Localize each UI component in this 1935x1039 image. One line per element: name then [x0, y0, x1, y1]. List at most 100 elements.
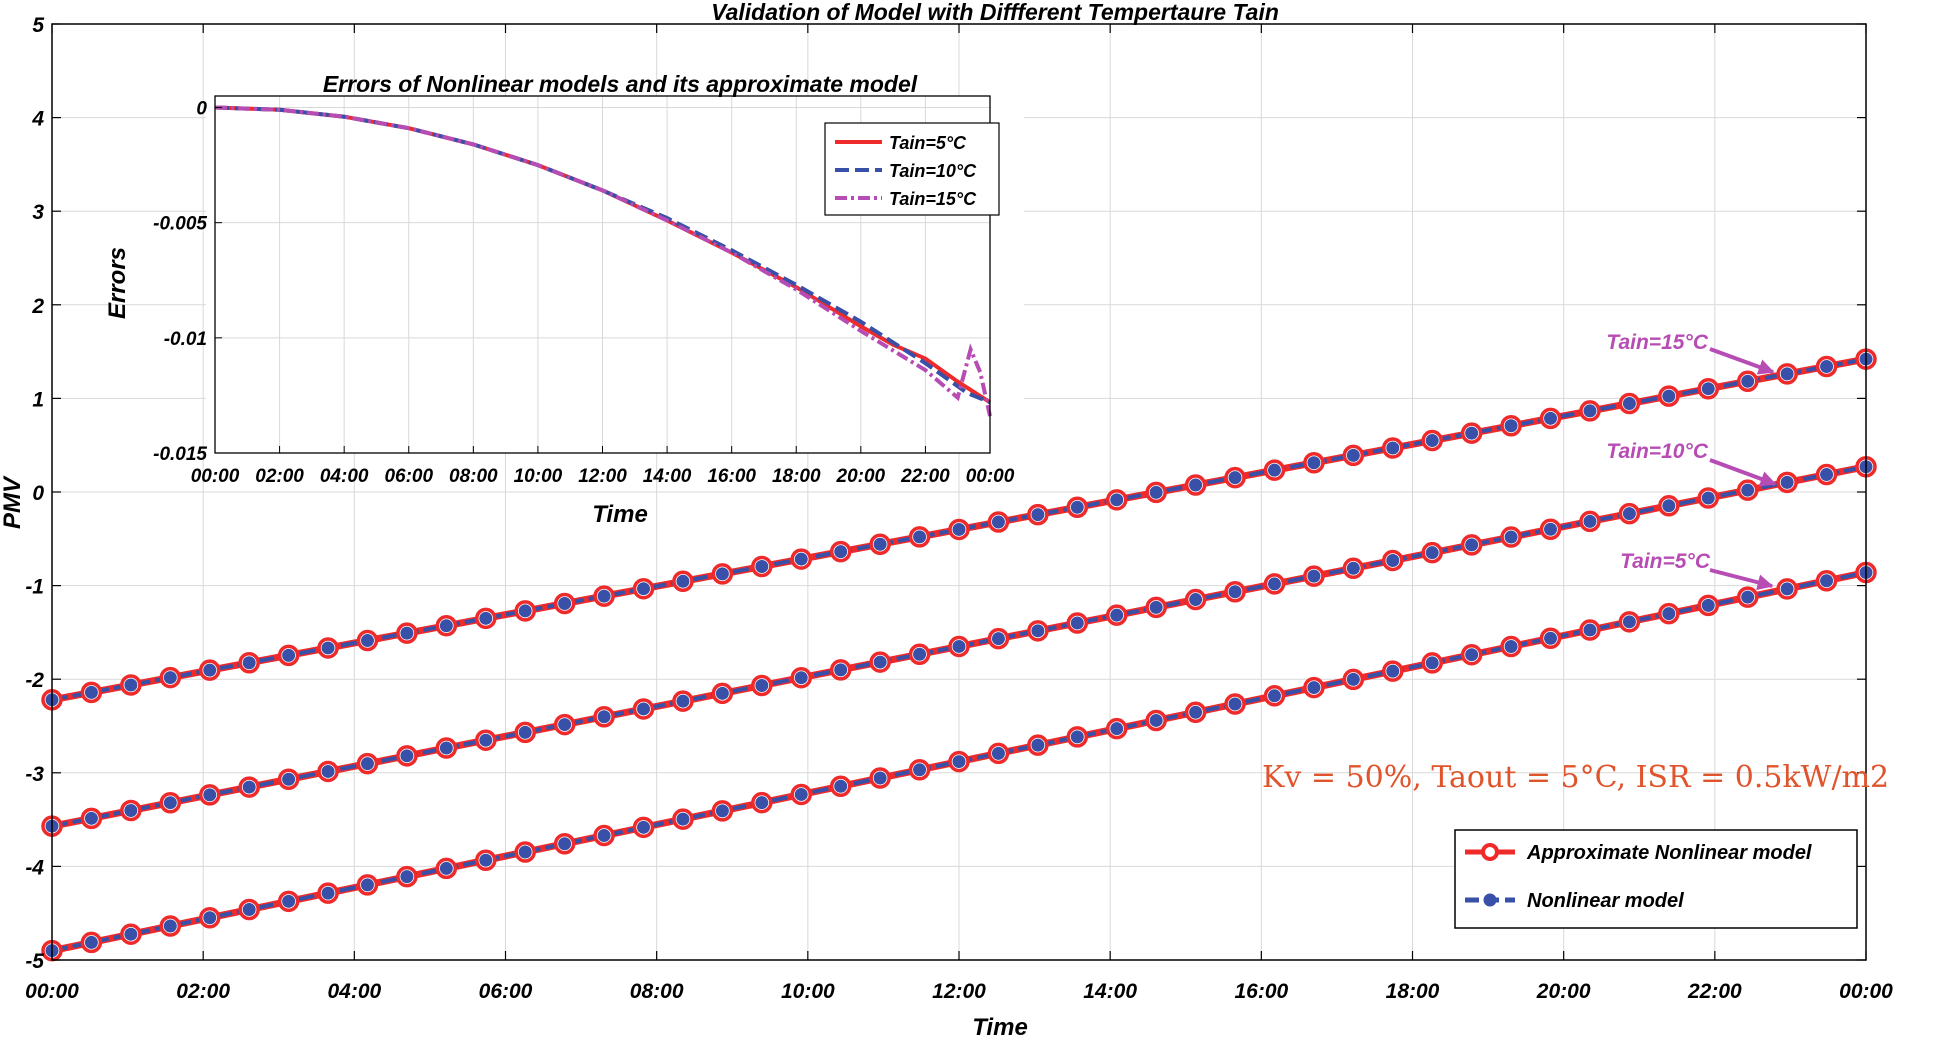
nonlinear-model-marker: [518, 604, 532, 618]
nonlinear-model-marker: [1425, 546, 1439, 560]
nonlinear-model-marker: [913, 530, 927, 544]
nonlinear-model-marker: [794, 671, 808, 685]
main-y-tick-label: -2: [25, 669, 44, 692]
nonlinear-model-marker: [282, 894, 296, 908]
nonlinear-model-marker: [203, 911, 217, 925]
inset-x-tick-label: 14:00: [643, 466, 692, 487]
nonlinear-model-marker: [439, 741, 453, 755]
main-y-tick-label: 1: [32, 388, 44, 411]
nonlinear-model-marker: [1662, 607, 1676, 621]
nonlinear-model-marker: [834, 663, 848, 677]
tain-annotation-arrow: [1709, 568, 1774, 591]
main-legend-box: [1454, 829, 1858, 929]
nonlinear-model-marker: [321, 764, 335, 778]
nonlinear-model-marker: [637, 582, 651, 596]
nonlinear-model-marker: [597, 829, 611, 843]
nonlinear-model-marker: [1386, 664, 1400, 678]
nonlinear-model-marker: [1504, 530, 1518, 544]
nonlinear-model-marker: [913, 647, 927, 661]
inset-x-tick-label: 16:00: [707, 466, 756, 487]
nonlinear-model-marker: [439, 619, 453, 633]
nonlinear-model-marker: [1465, 426, 1479, 440]
nonlinear-model-marker: [518, 725, 532, 739]
nonlinear-model-marker: [637, 702, 651, 716]
nonlinear-model-marker: [242, 656, 256, 670]
nonlinear-model-marker: [1228, 585, 1242, 599]
nonlinear-model-marker: [321, 886, 335, 900]
inset-x-tick-label: 06:00: [384, 466, 433, 487]
main-x-tick-label: 06:00: [479, 980, 533, 1003]
nonlinear-model-marker: [1149, 713, 1163, 727]
nonlinear-model-marker: [991, 515, 1005, 529]
tain-annotation-arrow: [1709, 458, 1777, 487]
nonlinear-model-marker: [1583, 404, 1597, 418]
nonlinear-model-marker: [360, 757, 374, 771]
inset-x-tick-label: 02:00: [255, 466, 304, 487]
inset-x-tick-label: 18:00: [772, 466, 821, 487]
inset-legend: Tain=5°C Tain=10°C Tain=15°C: [824, 122, 1000, 216]
main-y-tick-label: 2: [31, 295, 44, 318]
nonlinear-model-marker: [1701, 491, 1715, 505]
nonlinear-model-marker: [1622, 507, 1636, 521]
nonlinear-model-marker: [1149, 485, 1163, 499]
legend-nonlinear-marker-icon: [1483, 893, 1497, 907]
nonlinear-model-marker: [715, 804, 729, 818]
nonlinear-model-marker: [558, 837, 572, 851]
nonlinear-model-marker: [1070, 500, 1084, 514]
main-x-tick-label: 12:00: [932, 980, 986, 1003]
nonlinear-model-marker: [1346, 672, 1360, 686]
nonlinear-model-marker: [1189, 705, 1203, 719]
main-axes-frame: [51, 23, 1867, 961]
nonlinear-model-marker: [755, 796, 769, 810]
nonlinear-model-marker: [952, 755, 966, 769]
inset-x-tick-label: 04:00: [320, 466, 369, 487]
nonlinear-model-marker: [1189, 478, 1203, 492]
main-plot-lines: [41, 348, 1877, 962]
nonlinear-model-marker: [1583, 514, 1597, 528]
main-x-tick-label: 22:00: [1687, 980, 1742, 1003]
nonlinear-model-marker: [715, 686, 729, 700]
nonlinear-model-marker: [1622, 397, 1636, 411]
nonlinear-model-marker: [479, 611, 493, 625]
nonlinear-model-marker: [518, 845, 532, 859]
nonlinear-model-marker: [360, 634, 374, 648]
inset-x-tick-label: 00:00: [191, 466, 240, 487]
nonlinear-model-marker: [597, 589, 611, 603]
main-y-tick-label: -5: [25, 950, 44, 973]
nonlinear-model-marker: [1267, 463, 1281, 477]
inset-error-line: [214, 105, 992, 417]
nonlinear-model-marker: [873, 537, 887, 551]
main-legend: Approximate Nonlinear model Nonlinear mo…: [1454, 829, 1858, 929]
nonlinear-model-marker: [873, 771, 887, 785]
nonlinear-model-marker: [1110, 722, 1124, 736]
nonlinear-model-marker: [321, 641, 335, 655]
nonlinear-model-marker: [913, 763, 927, 777]
nonlinear-model-marker: [794, 787, 808, 801]
nonlinear-model-marker: [1662, 389, 1676, 403]
nonlinear-model-marker: [1031, 624, 1045, 638]
main-x-tick-label: 02:00: [176, 980, 230, 1003]
nonlinear-model-marker: [991, 746, 1005, 760]
nonlinear-model-marker: [1267, 689, 1281, 703]
nonlinear-model-marker: [597, 710, 611, 724]
inset-x-axis-label: Time: [592, 501, 648, 528]
nonlinear-model-marker: [1228, 697, 1242, 711]
inset-y-tick-label: -0.005: [153, 214, 207, 235]
nonlinear-model-marker: [479, 853, 493, 867]
nonlinear-model-marker: [1780, 582, 1794, 596]
main-y-tick-label: 5: [32, 14, 44, 37]
nonlinear-model-marker: [1110, 608, 1124, 622]
nonlinear-model-marker: [1267, 577, 1281, 591]
nonlinear-model-marker: [1701, 382, 1715, 396]
inset-x-tick-label: 12:00: [578, 466, 627, 487]
nonlinear-model-marker: [1544, 522, 1558, 536]
main-y-tick-label: -1: [25, 576, 44, 599]
nonlinear-model-marker: [1741, 374, 1755, 388]
nonlinear-model-marker: [163, 671, 177, 685]
nonlinear-model-marker: [1780, 367, 1794, 381]
nonlinear-model-marker: [124, 927, 138, 941]
main-x-tick-label: 18:00: [1386, 980, 1440, 1003]
